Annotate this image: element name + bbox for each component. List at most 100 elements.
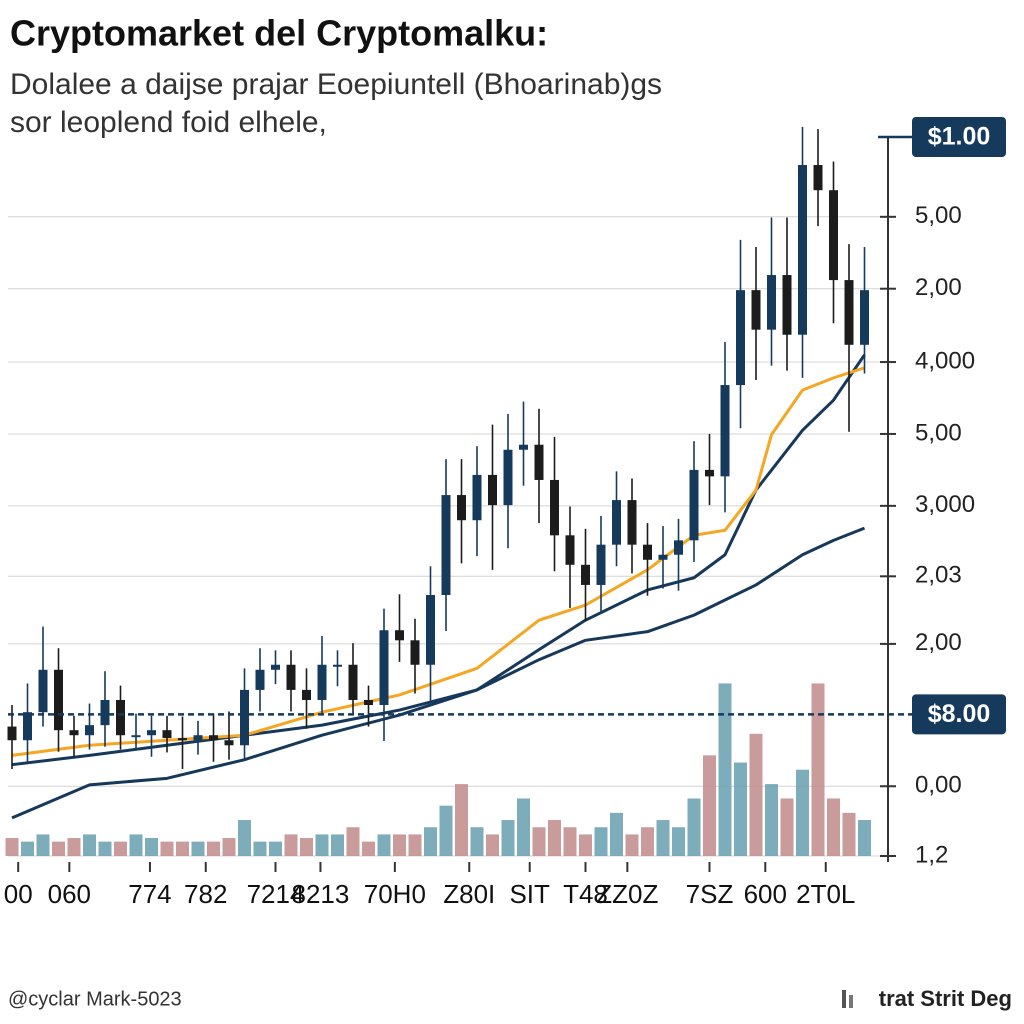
candle-body [54,669,63,731]
volume-bar [656,820,670,856]
candle-body [519,444,528,450]
candle-body [69,730,79,736]
candle-body [720,385,730,477]
volume-bar [331,834,344,856]
volume-bar [718,683,732,856]
volume-bar [796,769,809,856]
candle-body [596,544,606,585]
candle-body [379,630,389,706]
volume-bar [191,841,205,856]
candle-body [178,738,187,741]
candle-body [364,699,373,706]
volume-bar [610,812,623,856]
x-tick-label: ZZ0Z [596,879,658,909]
volume-bar [36,834,50,856]
chart-subtitle: sor leoplend foid elhele, [10,106,327,139]
volume-bar [238,820,251,856]
volume-bar [811,683,825,856]
volume-bar [827,798,840,856]
volume-bar [439,805,453,856]
candle-body [736,290,745,386]
volume-bar [207,841,220,856]
y-tick-label: 5,00 [915,419,962,446]
marker-label: $8.00 [928,700,991,728]
volume-bar [703,755,716,856]
line-series [11,526,866,820]
x-tick-label: 00 [4,879,33,909]
candle-body [658,554,668,560]
volume-bar [284,834,298,856]
volume-bar [579,834,592,856]
volume-bar [501,820,515,856]
volume-bar [625,834,639,856]
candle-body [844,280,854,345]
volume-bar [52,841,65,856]
volume-bar [408,834,422,856]
volume-bar [455,784,468,856]
volume-bar [377,834,391,856]
candle-body [751,290,761,330]
candle-body [488,474,497,506]
candle-body [333,664,342,667]
volume-bar [300,838,313,856]
volume-bar [83,834,96,856]
candle-body [23,712,32,741]
candle-body [7,726,17,741]
candle-body [503,449,513,506]
chart-title: Cryptomarket del Cryptomalku: [10,13,548,54]
candle-body [85,725,94,736]
x-tick-label: 782 [184,879,227,909]
candle-body [100,699,110,726]
candle-body [782,275,792,335]
x-tick-label: 774 [128,879,171,909]
volume-bar [842,812,856,856]
x-tick-label: 600 [744,879,787,909]
candle-body [798,165,807,335]
marker-box [912,694,1006,735]
candle-body [565,535,575,565]
volume-bar [67,838,81,856]
footer-right: trat Strit Deg [879,986,1012,1011]
candle-body [240,689,249,746]
volume-bar [346,827,360,856]
candle-body [689,469,699,541]
marker-box [912,117,1006,157]
volume-bar [532,827,546,856]
candle-body [674,540,683,555]
candle-body [612,500,621,545]
candle-body [534,444,544,480]
volume-bar [160,841,174,856]
x-tick-label: 2T0L [796,879,855,909]
candle-body [441,495,451,596]
candle-body [472,474,482,521]
marker-label: $1.00 [928,123,991,151]
candle-body [643,544,652,560]
candle-body [286,664,296,690]
candle-body [38,669,48,713]
x-tick-label: T48 [563,879,608,909]
candle-body [705,469,714,477]
x-tick-label: 7214 [247,879,305,909]
volume-bar [470,827,484,856]
x-tick-label: Z80I [443,879,495,909]
footer-left: @cyclar Mark-5023 [8,988,182,1010]
volume-bar [765,784,778,856]
volume-bar [749,733,763,856]
volume-bar [424,827,437,856]
y-tick-label: 0,00 [915,772,962,799]
volume-bar [98,841,112,856]
volume-bar [687,798,701,856]
footer-icon [842,990,853,1008]
y-tick-label: 4,000 [915,347,975,374]
candles [7,126,869,770]
line-series [11,354,866,767]
candle-body [317,664,327,700]
x-tick-label: 8213 [292,879,350,909]
y-tick-label: 5,00 [915,202,962,229]
volume-bar [129,834,143,856]
x-tick-label: 7SZ [686,879,734,909]
volume-bar [176,841,189,856]
line-series [11,366,865,757]
